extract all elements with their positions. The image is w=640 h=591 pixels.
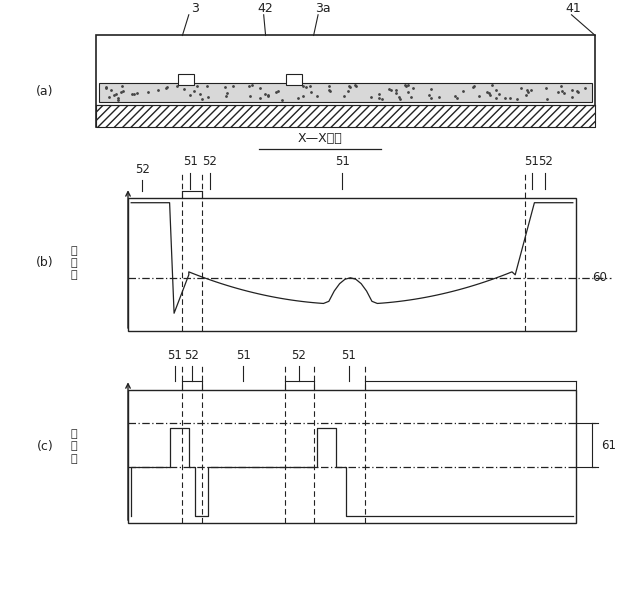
Bar <box>96 105 595 127</box>
Text: 51: 51 <box>236 349 251 362</box>
Bar <box>128 390 576 523</box>
Text: 60: 60 <box>592 271 607 284</box>
Text: 51: 51 <box>182 155 198 168</box>
Text: 61: 61 <box>602 439 616 452</box>
Bar <box>177 74 193 85</box>
Bar <box>99 83 592 102</box>
Text: 52: 52 <box>134 163 150 176</box>
Text: 51: 51 <box>335 155 350 168</box>
Text: (b): (b) <box>36 256 54 269</box>
Text: 51: 51 <box>341 349 356 362</box>
Text: 41: 41 <box>565 2 580 15</box>
Text: 51: 51 <box>167 349 182 362</box>
Text: X—X断面: X—X断面 <box>298 132 342 145</box>
Text: 3a: 3a <box>316 2 331 15</box>
Text: 52: 52 <box>202 155 218 168</box>
Bar <box>287 74 302 85</box>
Text: (c): (c) <box>36 440 53 453</box>
Bar <box>96 35 595 127</box>
Text: 輝
度
値: 輝 度 値 <box>70 246 77 280</box>
Text: 3: 3 <box>191 2 199 15</box>
Text: 52: 52 <box>538 155 553 168</box>
Text: 色
情
報: 色 情 報 <box>70 429 77 463</box>
Bar <box>128 198 576 331</box>
Text: (a): (a) <box>36 85 54 98</box>
Text: 42: 42 <box>258 2 273 15</box>
Text: 52: 52 <box>184 349 200 362</box>
Text: 52: 52 <box>291 349 307 362</box>
Text: 51: 51 <box>524 155 540 168</box>
